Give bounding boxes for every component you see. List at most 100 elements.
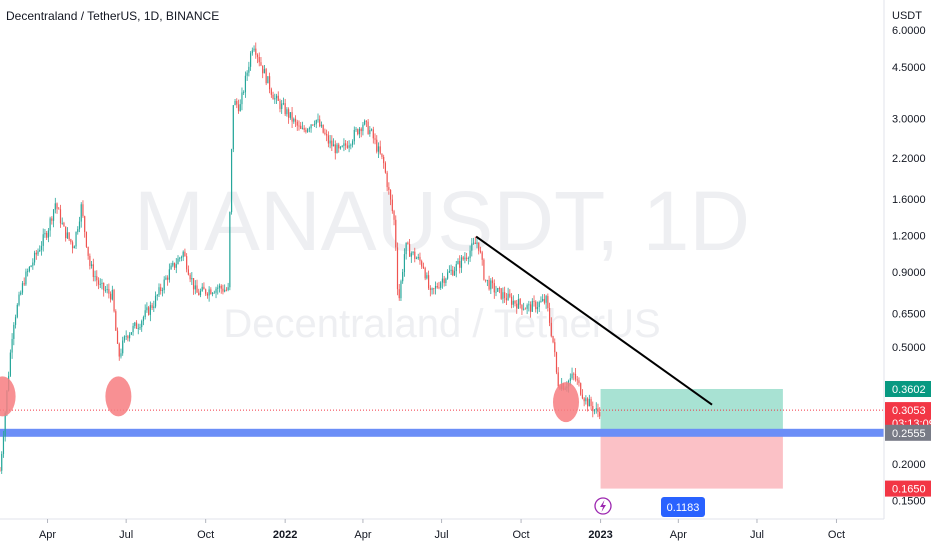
candle-body bbox=[170, 265, 172, 270]
candle-body bbox=[213, 292, 215, 294]
candle-body bbox=[37, 251, 39, 255]
candle-body bbox=[519, 298, 521, 305]
candle-body bbox=[18, 294, 20, 305]
candle-body bbox=[49, 218, 51, 231]
candle-body bbox=[481, 252, 483, 260]
long-position-loss-zone[interactable] bbox=[600, 432, 783, 489]
price-axis-tick: 2.2000 bbox=[892, 153, 926, 165]
candle-body bbox=[552, 335, 554, 343]
candle-body bbox=[510, 296, 513, 305]
candle-body bbox=[134, 322, 136, 326]
candle-body bbox=[523, 308, 525, 310]
candle-body bbox=[146, 307, 148, 311]
candle-body bbox=[538, 302, 540, 308]
candle-body bbox=[400, 281, 402, 299]
candle-body bbox=[130, 332, 132, 335]
candle-body bbox=[580, 383, 582, 395]
candle-body bbox=[367, 121, 369, 135]
candle-body bbox=[27, 271, 29, 272]
time-axis-tick: Jul bbox=[435, 529, 449, 541]
candle-body bbox=[405, 242, 407, 255]
candle-body bbox=[303, 127, 305, 130]
candle-body bbox=[528, 304, 530, 306]
candle-body bbox=[241, 92, 243, 105]
level-price-tag[interactable] bbox=[885, 424, 931, 441]
candle-body bbox=[224, 289, 226, 292]
candle-body bbox=[393, 211, 395, 220]
candle-body bbox=[374, 138, 376, 140]
highlight-circle[interactable] bbox=[105, 376, 132, 417]
trendline[interactable] bbox=[475, 235, 713, 406]
candle-body bbox=[192, 278, 195, 290]
price-axis-tick: 1.6000 bbox=[892, 194, 926, 206]
candle-body bbox=[345, 143, 347, 146]
candle-body bbox=[14, 317, 17, 325]
candle-body bbox=[82, 204, 84, 217]
candle-body bbox=[362, 124, 364, 132]
candle-body bbox=[2, 436, 5, 455]
candle-body bbox=[493, 283, 495, 293]
candle-body bbox=[377, 146, 380, 152]
stop-price-tag[interactable] bbox=[885, 480, 931, 497]
candle-body bbox=[222, 288, 224, 292]
candle-body bbox=[270, 89, 272, 95]
candle-body bbox=[156, 294, 158, 296]
candle-body bbox=[142, 317, 145, 322]
candle-body bbox=[94, 276, 96, 278]
candle-body bbox=[246, 72, 248, 76]
target-price-tag[interactable] bbox=[885, 380, 931, 397]
candle-body bbox=[263, 69, 266, 74]
candle-body bbox=[357, 129, 359, 135]
candle-body bbox=[412, 251, 414, 254]
candle-body bbox=[120, 353, 122, 357]
candle-body bbox=[334, 144, 336, 154]
candle-body bbox=[440, 282, 442, 288]
candle-body bbox=[422, 266, 425, 269]
candle-body bbox=[46, 233, 48, 238]
candle-body bbox=[421, 261, 423, 267]
candle-body bbox=[324, 132, 326, 135]
candle-body bbox=[260, 62, 262, 66]
candle-body bbox=[364, 120, 366, 125]
support-level-band[interactable] bbox=[0, 428, 884, 437]
candle-body bbox=[70, 239, 72, 243]
candle-body bbox=[448, 271, 450, 273]
candle-body bbox=[68, 232, 70, 240]
highlight-circle[interactable] bbox=[553, 382, 580, 423]
candle-body bbox=[274, 98, 276, 100]
candle-body bbox=[507, 293, 509, 301]
candle-body bbox=[108, 289, 110, 294]
time-axis-tick: Oct bbox=[197, 529, 214, 541]
candle-body bbox=[599, 412, 601, 417]
candle-body bbox=[25, 271, 27, 285]
candle-body bbox=[576, 379, 578, 381]
candle-body bbox=[557, 372, 559, 387]
candle-body bbox=[80, 204, 82, 222]
candle-body bbox=[203, 286, 205, 290]
highlight-circle[interactable] bbox=[0, 376, 16, 417]
candle-body bbox=[286, 109, 288, 115]
candle-body bbox=[569, 378, 571, 381]
candle-body bbox=[103, 282, 105, 291]
candle-body bbox=[372, 129, 374, 139]
candle-body bbox=[21, 283, 24, 293]
candle-body bbox=[300, 125, 302, 129]
cursor-value-tag[interactable] bbox=[661, 497, 705, 517]
candle-body bbox=[452, 269, 454, 276]
candle-body bbox=[376, 139, 378, 152]
candle-body bbox=[408, 243, 411, 257]
candle-body bbox=[230, 149, 233, 213]
candle-body bbox=[13, 324, 15, 339]
candle-body bbox=[30, 265, 32, 267]
candle-body bbox=[554, 342, 556, 353]
candle-body bbox=[343, 143, 345, 146]
candle-body bbox=[472, 242, 475, 244]
candle-body bbox=[201, 286, 203, 291]
price-axis[interactable] bbox=[884, 0, 932, 550]
long-position-profit-zone[interactable] bbox=[600, 388, 783, 433]
candle-body bbox=[244, 75, 247, 93]
candle-body bbox=[433, 288, 435, 290]
candle-body bbox=[308, 128, 310, 130]
candle-body bbox=[220, 285, 222, 289]
